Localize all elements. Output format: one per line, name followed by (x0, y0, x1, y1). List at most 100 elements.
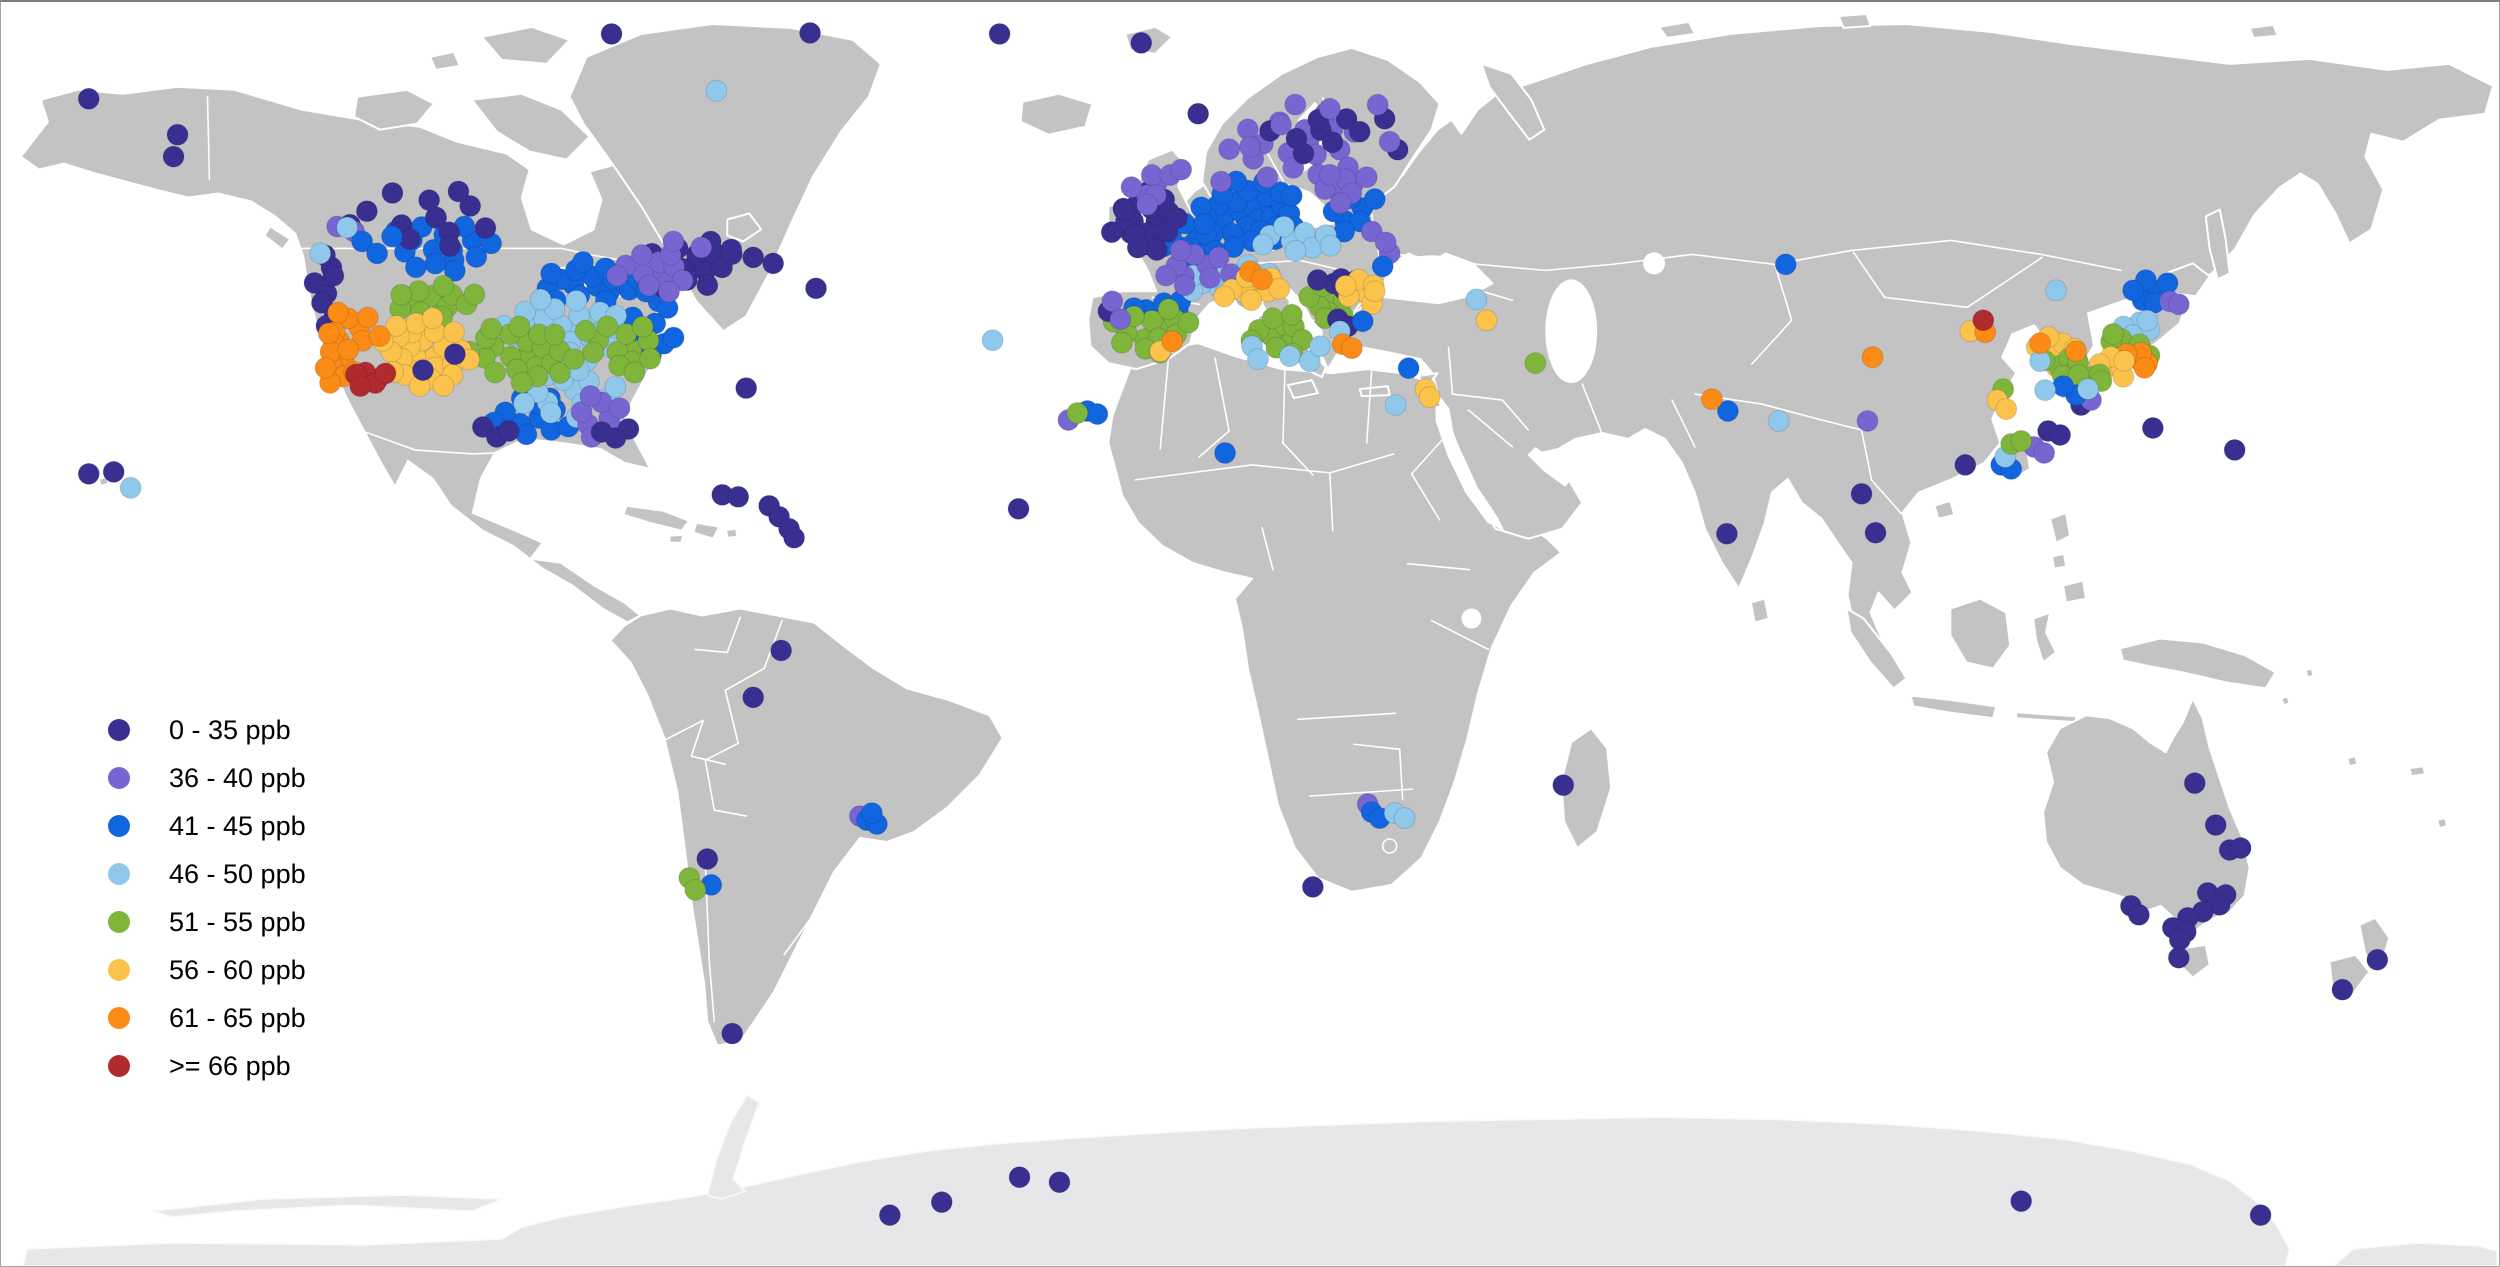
station-dot (608, 397, 631, 420)
landmass-arctic-islands (353, 25, 591, 161)
station-dot (442, 321, 465, 344)
station-dot (381, 181, 404, 204)
station-dot (1007, 497, 1030, 520)
station-dot (1995, 398, 2018, 421)
station-dot (421, 307, 444, 330)
legend-item: >= 66 ppb (108, 1042, 306, 1090)
station-dot (2122, 279, 2145, 302)
station-dot (2183, 772, 2206, 795)
station-dot (1418, 386, 1441, 409)
station-dot (1177, 311, 1200, 334)
station-dot (1284, 93, 1307, 116)
legend-label: 46 - 50 ppb (169, 858, 306, 889)
station-dot (696, 274, 719, 297)
station-dot (1334, 274, 1357, 297)
station-dot (1120, 176, 1143, 199)
station-dot (1140, 163, 1163, 186)
station-dot (1715, 522, 1738, 545)
station-dot (540, 262, 563, 285)
station-dot (1363, 280, 1386, 303)
station-dot (1318, 97, 1341, 120)
station-dot (565, 289, 588, 312)
station-dot (878, 1204, 901, 1227)
station-dot (2204, 814, 2227, 837)
station-dot (2331, 978, 2354, 1001)
station-dot (2366, 948, 2389, 971)
station-dot (799, 21, 822, 44)
station-dot (596, 315, 619, 338)
legend: 0 - 35 ppb 36 - 40 ppb 41 - 45 ppb 46 - … (108, 706, 306, 1090)
station-dot (1136, 193, 1159, 216)
station-dot (604, 375, 627, 398)
station-dot (1261, 307, 1284, 330)
station-dot (1272, 215, 1295, 238)
station-dot (1856, 410, 1879, 432)
station-dot (1250, 268, 1273, 291)
station-dot (404, 256, 427, 279)
station-dot (571, 251, 594, 273)
station-dot (630, 244, 653, 266)
station-dot (1145, 239, 1168, 261)
station-dot (1193, 212, 1215, 235)
station-dot (606, 264, 629, 287)
station-dot (336, 216, 359, 239)
island-vancouver (263, 225, 292, 251)
station-dot (424, 252, 447, 275)
station-dot (1850, 482, 1873, 505)
station-dot (1086, 403, 1109, 425)
station-dot (1278, 345, 1301, 368)
station-dot (2029, 332, 2052, 355)
station-dot (1308, 335, 1331, 358)
station-dot (508, 315, 531, 338)
station-dot (2133, 356, 2156, 379)
station-dot (658, 280, 680, 303)
sea-black (1384, 255, 1479, 300)
station-dot (351, 230, 374, 253)
station-dot (1298, 350, 1321, 373)
station-dot (549, 361, 572, 384)
station-dot (366, 242, 389, 265)
station-dot (1355, 166, 1378, 189)
station-dot (631, 315, 654, 338)
station-dot (1214, 441, 1237, 464)
station-dot (1187, 102, 1210, 125)
station-dot (1173, 274, 1196, 297)
station-dot (1157, 298, 1180, 321)
station-dot (1954, 453, 1977, 476)
legend-label: 0 - 35 ppb (169, 714, 291, 745)
station-dot (2065, 340, 2088, 363)
station-dot (390, 283, 413, 306)
sea-caspian (1545, 279, 1598, 384)
station-dot (1524, 352, 1547, 375)
station-dot (1393, 807, 1416, 830)
station-dot (1351, 310, 1374, 333)
station-dot (574, 319, 597, 342)
station-dot (374, 362, 397, 385)
station-dot (1552, 774, 1575, 797)
station-dot (497, 420, 520, 442)
station-dot (1066, 402, 1089, 424)
station-dot (463, 283, 486, 306)
legend-circle-marker-icon (108, 767, 130, 789)
station-dot (1774, 253, 1797, 276)
legend-item: 56 - 60 ppb (108, 946, 306, 994)
antarctica-shelf (152, 1194, 503, 1218)
station-dot (459, 195, 482, 217)
station-dot (480, 317, 503, 340)
station-dot (539, 401, 562, 424)
station-dot (1161, 330, 1184, 353)
station-dot (1371, 255, 1394, 278)
antarctica-peninsula (706, 1094, 761, 1200)
legend-item: 41 - 45 ppb (108, 802, 306, 850)
station-dot (411, 359, 434, 382)
station-dot (1101, 290, 1124, 313)
sea-aral (1643, 252, 1666, 275)
station-dot (662, 230, 685, 253)
data-points (77, 21, 2389, 1227)
station-dot (1269, 113, 1292, 136)
legend-circle-marker-icon (108, 863, 130, 885)
antarctica-main (22, 1116, 2291, 1266)
station-dot (1113, 199, 1136, 222)
station-dot (1166, 207, 1189, 230)
station-dot (303, 271, 326, 294)
